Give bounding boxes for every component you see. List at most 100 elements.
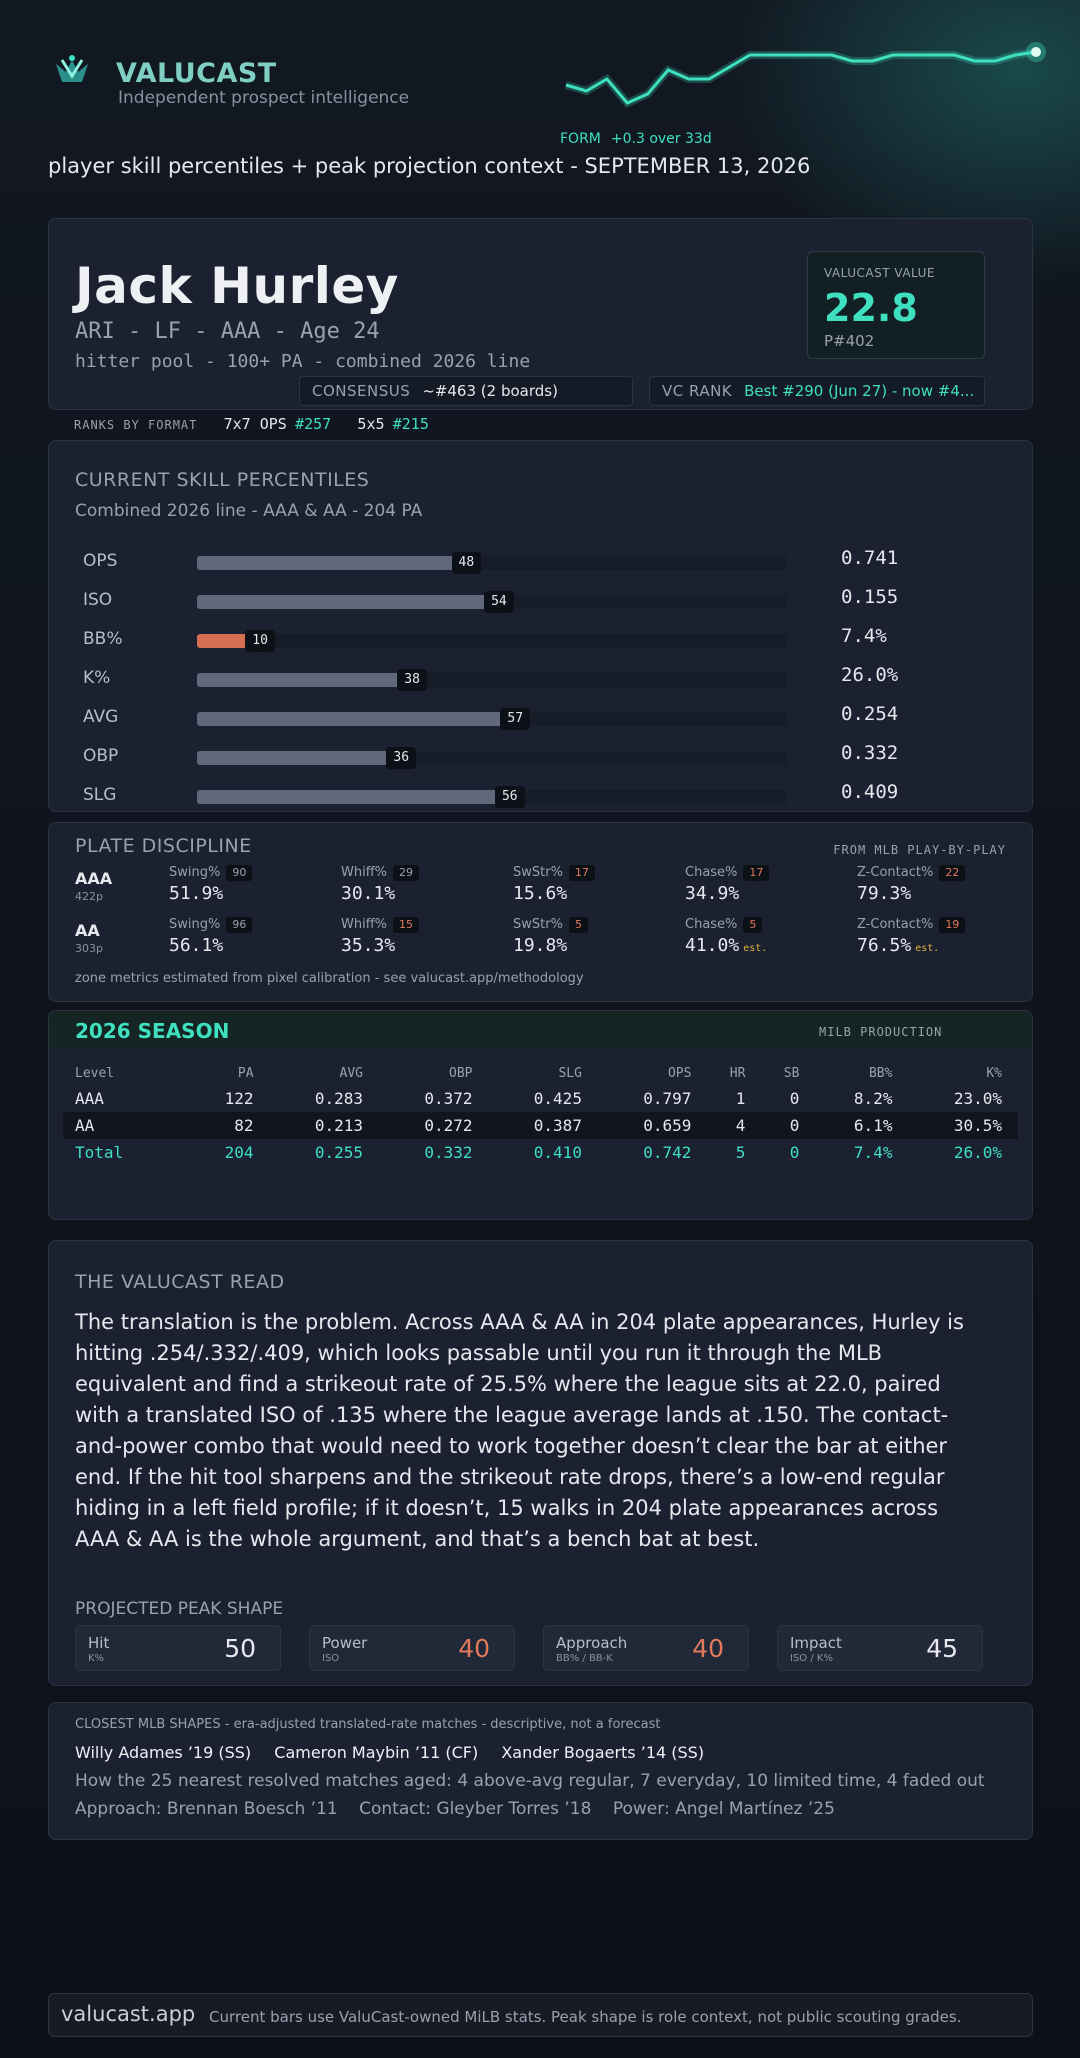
plate-metric-number: 51.9% bbox=[169, 883, 224, 904]
plate-metric-number: 15.6% bbox=[513, 883, 568, 904]
skill-value: 26.0% bbox=[841, 664, 899, 686]
plate-metric-number: 79.3% bbox=[857, 883, 912, 904]
plate-metric-percentile: 19 bbox=[939, 917, 966, 933]
plate-metric-label: Whiff% bbox=[341, 865, 388, 880]
skill-fill bbox=[197, 634, 252, 648]
plate-metric-percentile: 15 bbox=[393, 917, 420, 933]
value-number: 22.8 bbox=[824, 286, 918, 330]
skill-track: 36 bbox=[197, 747, 787, 769]
footer: valucast.app Current bars use ValuCast-o… bbox=[48, 1993, 1033, 2037]
column-header: OBP bbox=[449, 1065, 473, 1081]
skills-title: CURRENT SKILL PERCENTILES bbox=[75, 469, 370, 491]
plate-metric-value: 34.9% bbox=[685, 883, 845, 904]
plate-metric-value: 35.3% bbox=[341, 935, 501, 956]
plate-level-pitches: 303p bbox=[75, 942, 103, 955]
column-header: K% bbox=[986, 1065, 1002, 1081]
format-7x7-label: 7x7 OPS bbox=[223, 415, 287, 433]
read-text: The translation is the problem. Across A… bbox=[75, 1310, 964, 1551]
peak-tool-grade: 40 bbox=[458, 1634, 490, 1663]
estimate-flag: est. bbox=[915, 943, 940, 954]
tool-comp: Power: Angel Martínez ’25 bbox=[612, 1799, 835, 1819]
skill-label: AVG bbox=[83, 707, 119, 727]
table-cell: 7.4% bbox=[853, 1143, 893, 1162]
peak-tool-basis: BB% / BB-K bbox=[556, 1653, 613, 1664]
vc-rank-value: Best #290 (Jun 27) - now #4... bbox=[744, 382, 975, 400]
table-header-row: Level PA AVG OBP SLG OPS HR SB BB% K% bbox=[63, 1061, 1018, 1085]
skill-track: 57 bbox=[197, 708, 787, 730]
season-stats-table: Level PA AVG OBP SLG OPS HR SB BB% K% AAA 122 0.283… bbox=[63, 1061, 1018, 1166]
plate-metric-value: 56.1% bbox=[169, 935, 329, 956]
closest-title: CLOSEST MLB SHAPES - era-adjusted transl… bbox=[75, 1717, 661, 1732]
table-cell: 0.742 bbox=[643, 1143, 692, 1162]
skill-percentiles-card: CURRENT SKILL PERCENTILES Combined 2026 … bbox=[48, 440, 1033, 812]
consensus-pill: CONSENSUS ~#463 (2 boards) bbox=[299, 376, 633, 406]
skill-row: AVG 57 0.254 bbox=[83, 703, 1003, 733]
form-endpoint bbox=[1031, 47, 1041, 57]
valucast-logo-icon bbox=[56, 55, 88, 82]
zone-note: zone metrics estimated from pixel calibr… bbox=[75, 971, 584, 986]
plate-metric-value: 19.8% bbox=[513, 935, 673, 956]
player-name: Jack Hurley bbox=[75, 257, 399, 315]
plate-metric-name: Swing% 96 bbox=[169, 917, 329, 933]
column-header: SB bbox=[783, 1065, 800, 1081]
plate-metric-number: 35.3% bbox=[341, 935, 396, 956]
plate-metric-name: Whiff% 29 bbox=[341, 865, 501, 881]
brand-tagline: Independent prospect intelligence bbox=[118, 88, 410, 108]
table-cell: 0.425 bbox=[533, 1089, 582, 1108]
table-cell: 0 bbox=[789, 1143, 800, 1162]
table-cell: 204 bbox=[224, 1143, 254, 1162]
plate-level-name: AA bbox=[75, 921, 100, 940]
plate-metric: Chase% 5 41.0% est. bbox=[685, 917, 845, 956]
comp-name: Xander Bogaerts ’14 (SS) bbox=[501, 1743, 705, 1762]
table-cell: AAA bbox=[75, 1089, 104, 1108]
form-label-text: FORM bbox=[560, 131, 601, 147]
tool-comp: Approach: Brennan Boesch ’11 bbox=[75, 1799, 338, 1819]
table-cell: 0.255 bbox=[314, 1143, 364, 1162]
skill-label: OPS bbox=[83, 551, 118, 571]
skill-percentile-badge: 36 bbox=[386, 747, 417, 769]
vc-rank-label: VC RANK bbox=[662, 382, 733, 400]
plate-metric-percentile: 96 bbox=[226, 917, 253, 933]
plate-level-name: AAA bbox=[75, 869, 113, 888]
read-title: THE VALUCAST READ bbox=[75, 1271, 285, 1293]
plate-metric-number: 76.5% bbox=[857, 935, 912, 956]
skill-percentile-badge: 38 bbox=[397, 669, 427, 691]
table-cell: 30.5% bbox=[908, 1112, 1018, 1139]
closest-tool-comps: Approach: Brennan Boesch ’11 Contact: Gl… bbox=[75, 1799, 851, 1819]
table-cell: 0 bbox=[789, 1089, 800, 1108]
plate-metric-value: 30.1% bbox=[341, 883, 501, 904]
ranks-by-format: RANKS BY FORMAT 7x7 OPS #257 5x5 #215 bbox=[74, 415, 429, 433]
plate-metric-value: 41.0% est. bbox=[685, 935, 845, 956]
table-row: AAA 122 0.283 0.372 0.425 0.797 1 0 8.2% 23.0% bbox=[63, 1085, 1018, 1112]
plate-metric-name: SwStr% 5 bbox=[513, 917, 673, 933]
plate-metric-number: 19.8% bbox=[513, 935, 568, 956]
table-cell: 23.0% bbox=[953, 1089, 1002, 1108]
skill-percentile-badge: 10 bbox=[245, 630, 275, 652]
plate-metric-name: Z-Contact% 19 bbox=[857, 917, 1017, 933]
column-header: BB% bbox=[868, 1065, 893, 1081]
plate-level-pitches: 422p bbox=[75, 890, 103, 903]
skill-value: 0.332 bbox=[841, 742, 899, 764]
peak-shape-box: Hit K% 50 bbox=[75, 1625, 281, 1671]
format-5x5-label: 5x5 bbox=[357, 415, 385, 433]
player-pool: hitter pool - 100+ PA - combined 2026 li… bbox=[75, 351, 531, 372]
plate-metric: SwStr% 5 19.8% bbox=[513, 917, 673, 956]
table-cell: 0.332 bbox=[424, 1143, 473, 1162]
table-cell: 26.0% bbox=[953, 1143, 1002, 1162]
column-header: HR bbox=[729, 1065, 746, 1081]
footer-note: Current bars use ValuCast-owned MiLB sta… bbox=[209, 2008, 962, 2026]
table-cell: 8.2% bbox=[853, 1089, 893, 1108]
footer-site-link[interactable]: valucast.app bbox=[61, 2002, 196, 2026]
skill-percentile-badge: 56 bbox=[494, 786, 525, 808]
plate-metric-number: 34.9% bbox=[685, 883, 740, 904]
column-header: OPS bbox=[667, 1065, 692, 1081]
skill-row: SLG 56 0.409 bbox=[83, 781, 1003, 811]
peak-shape-box: Approach BB% / BB-K 40 bbox=[543, 1625, 749, 1671]
table-row: AA 82 0.213 0.272 0.387 0.659 4 0 6.1% 30.5% bbox=[63, 1112, 1018, 1139]
skill-track: 48 bbox=[197, 552, 787, 574]
table-cell: 0.659 bbox=[597, 1112, 708, 1139]
table-cell: 0.272 bbox=[379, 1112, 489, 1139]
plate-metric-percentile: 22 bbox=[939, 865, 966, 881]
plate-metric-name: Z-Contact% 22 bbox=[857, 865, 1017, 881]
peak-tool-basis: ISO / K% bbox=[790, 1653, 833, 1664]
